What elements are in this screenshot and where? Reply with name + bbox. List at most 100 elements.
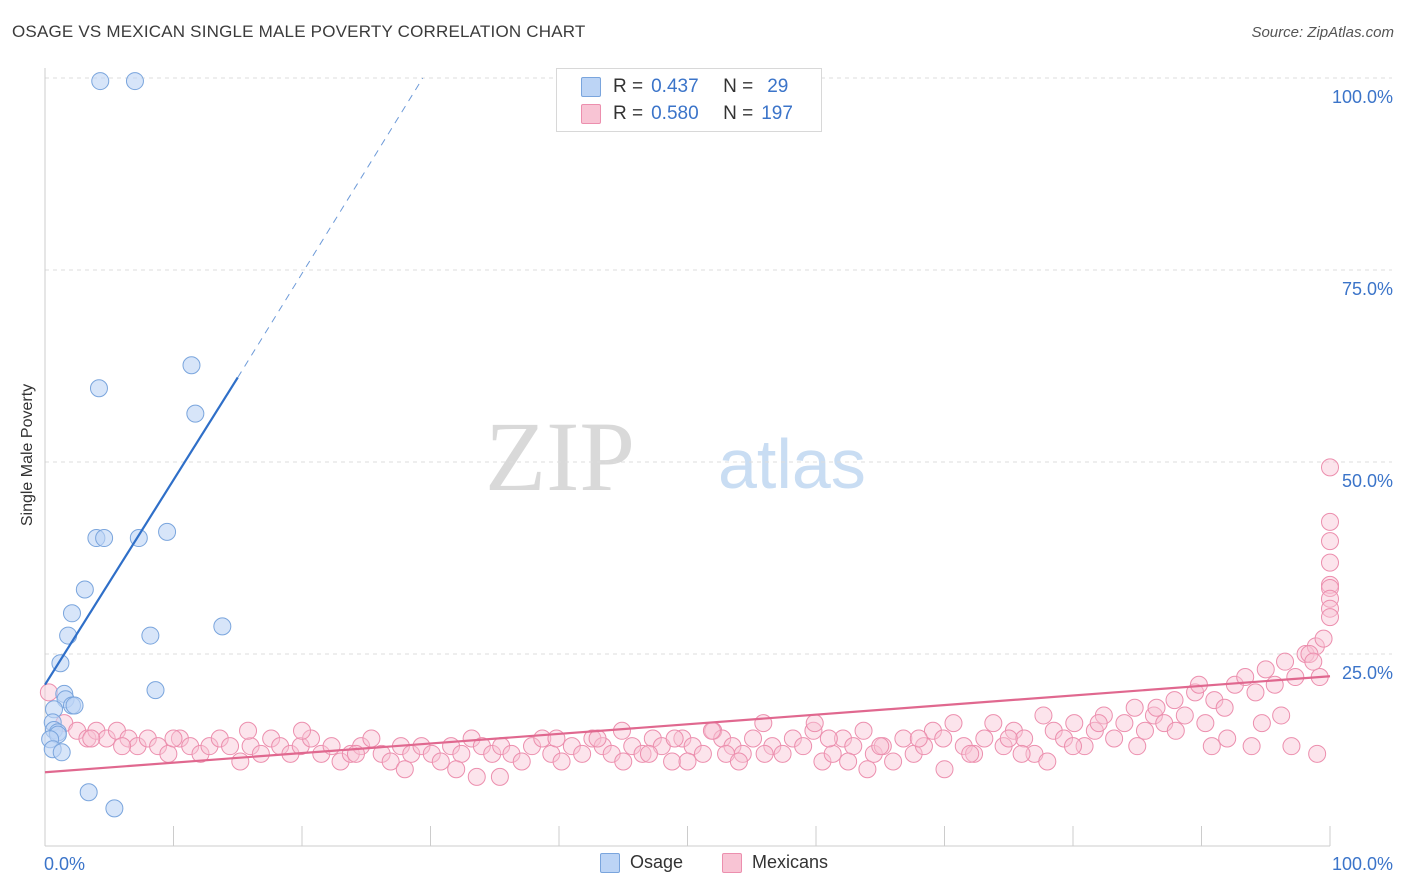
chart-title: OSAGE VS MEXICAN SINGLE MALE POVERTY COR…: [12, 22, 586, 41]
mexicans-swatch: [581, 104, 601, 124]
mexicans-point: [864, 744, 883, 763]
mexicans-point: [804, 721, 823, 740]
watermark-atlas: atlas: [718, 425, 866, 503]
mexicans-trend-line: [44, 675, 1331, 774]
mexicans-point: [159, 744, 178, 763]
mexicans-point: [573, 744, 592, 763]
mexicans-point: [490, 767, 509, 786]
mexicans-point: [523, 737, 542, 756]
mexicans-point: [1265, 675, 1284, 694]
mexicans-point: [1055, 729, 1074, 748]
mexicans-point: [944, 714, 963, 733]
mexicans-point: [975, 729, 994, 748]
mexicans-point: [999, 729, 1018, 748]
osage-point: [95, 529, 114, 548]
osage-point: [146, 681, 165, 700]
mexicans-point: [1304, 652, 1323, 671]
legend-item-mexicans[interactable]: Mexicans: [722, 852, 828, 873]
mexicans-point: [221, 737, 240, 756]
mexicans-point: [858, 760, 877, 779]
mexicans-point: [623, 737, 642, 756]
mexicans-point: [149, 737, 168, 756]
y-tick-label: 100.0%: [1332, 87, 1393, 107]
mexicans-point: [1321, 608, 1339, 627]
osage-point: [79, 783, 98, 802]
mexicans-point: [1012, 744, 1031, 763]
mexicans-point: [633, 744, 652, 763]
mexicans-point: [612, 721, 631, 740]
mexicans-point: [395, 760, 414, 779]
mexicans-point: [773, 744, 792, 763]
legend-row-osage: R = 0.437 N = 29: [557, 74, 788, 100]
osage-point: [89, 379, 108, 398]
mexicans-point: [164, 729, 183, 748]
mexicans-point: [128, 737, 147, 756]
mexicans-point: [965, 744, 984, 763]
mexicans-point: [1321, 532, 1339, 551]
mexicans-point: [119, 729, 138, 748]
mexicans-point: [1105, 729, 1124, 748]
osage-point: [65, 696, 84, 715]
x-tick-label: 100.0%: [1332, 854, 1393, 874]
mexicans-point: [1065, 714, 1084, 733]
mexicans-point: [813, 752, 832, 771]
mexicans-point: [1256, 660, 1275, 679]
mexicans-point: [1321, 553, 1339, 572]
mexicans-point: [138, 729, 157, 748]
mexicans-point: [78, 729, 97, 748]
mexicans-point: [1215, 698, 1234, 717]
osage-legend-label: Osage: [630, 852, 684, 872]
osage-n-label: N =: [723, 76, 754, 97]
osage-swatch: [581, 77, 601, 97]
mexicans-point: [984, 714, 1003, 733]
mexicans-point: [181, 737, 200, 756]
mexicans-point: [643, 729, 662, 748]
mexicans-point: [68, 721, 87, 740]
mexicans-point: [702, 721, 721, 740]
osage-n-value: 29: [767, 76, 789, 97]
mexicans-point: [301, 729, 320, 748]
mexicans-point: [934, 729, 953, 748]
mexicans-point: [1205, 691, 1224, 710]
mexicans-point: [472, 737, 491, 756]
mexicans-point: [744, 729, 763, 748]
correlation-legend: R = 0.437 N = 29 R = 0.580 N = 197: [556, 68, 822, 132]
mexicans-point: [452, 744, 471, 763]
mexicans-point: [293, 721, 311, 740]
osage-point: [186, 404, 205, 423]
osage-trend-extension: [237, 77, 424, 378]
mexicans-point: [763, 737, 782, 756]
mexicans-point: [1321, 458, 1339, 477]
mexicans-point: [210, 729, 229, 748]
mexicans-point: [262, 729, 281, 748]
osage-point: [158, 522, 177, 541]
mexicans-point: [39, 683, 58, 702]
mexicans-point: [1165, 691, 1184, 710]
mexicans-point: [291, 737, 310, 756]
mexicans-point: [1321, 578, 1339, 597]
mexicans-point: [170, 729, 189, 748]
mexicans-point: [251, 744, 270, 763]
y-tick-label: 75.0%: [1342, 279, 1393, 299]
mexicans-point: [331, 752, 350, 771]
osage-point: [213, 617, 232, 636]
mexicans-point: [713, 729, 732, 748]
mexicans-n-value: 197: [761, 103, 793, 124]
legend-item-osage[interactable]: Osage: [600, 852, 683, 873]
mexicans-point: [783, 729, 802, 748]
mexicans-point: [1125, 698, 1144, 717]
mexicans-legend-label: Mexicans: [752, 852, 829, 872]
mexicans-point: [1218, 729, 1237, 748]
mexicans-point: [191, 744, 210, 763]
mexicans-point: [678, 752, 697, 771]
osage-r-value: 0.437: [651, 76, 699, 97]
mexicans-point: [1286, 668, 1305, 687]
mexicans-point: [1306, 637, 1325, 656]
mexicans-point: [833, 729, 852, 748]
mexicans-point: [1308, 744, 1327, 763]
mexicans-point: [693, 744, 712, 763]
mexicans-point: [871, 737, 890, 756]
legend-row-mexicans: R = 0.580 N = 197: [557, 101, 793, 127]
osage-point: [59, 626, 78, 645]
mexicans-point: [1038, 752, 1057, 771]
